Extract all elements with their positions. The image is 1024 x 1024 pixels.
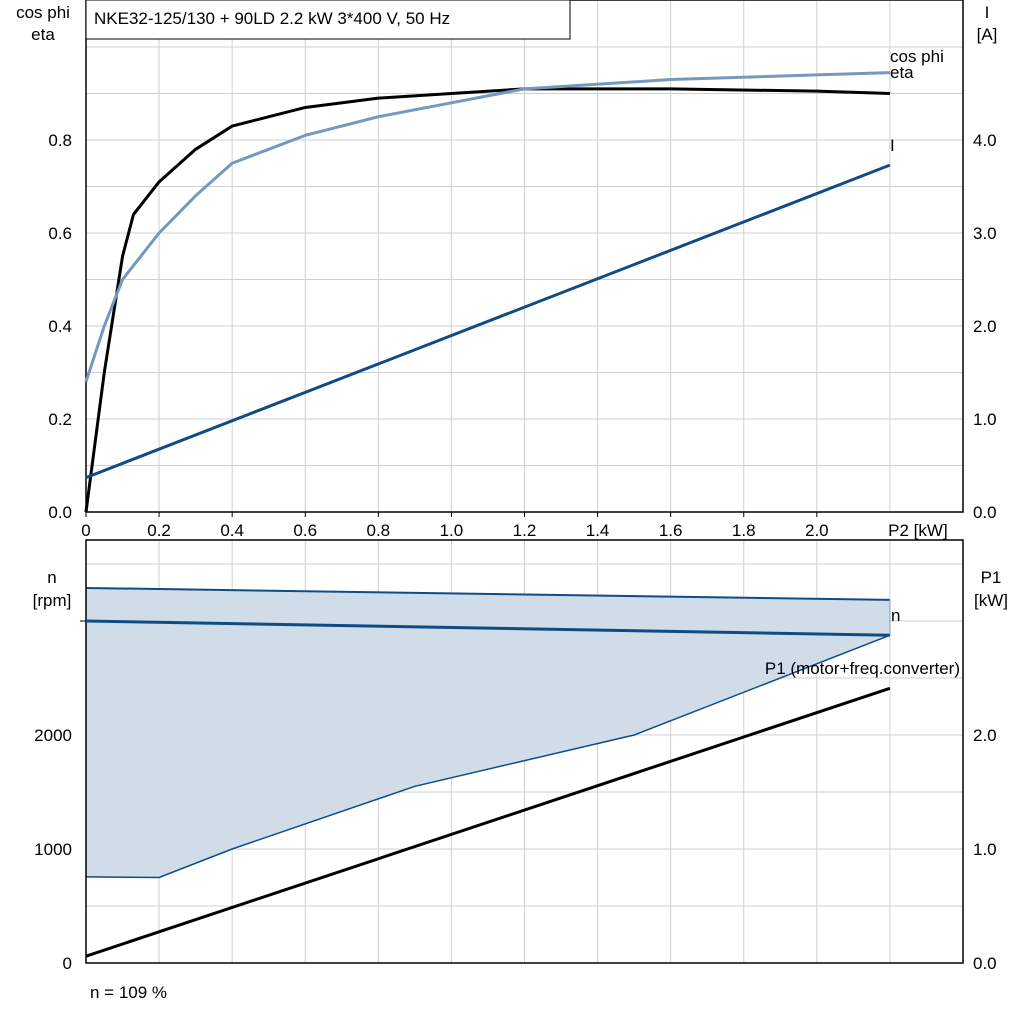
y-tick-label-right: 4.0 xyxy=(973,131,997,150)
y-tick-label-right: 0.0 xyxy=(973,954,997,973)
x-tick-label: 1.4 xyxy=(586,521,610,540)
series-line-cos-phi xyxy=(84,71,890,383)
y-axis-label-right: P1 xyxy=(981,568,1002,587)
series-line-eta xyxy=(84,87,890,513)
chart-title: NKE32-125/130 + 90LD 2.2 kW 3*400 V, 50 … xyxy=(94,9,450,28)
y-axis-label-right: [A] xyxy=(977,25,998,44)
series-line-I xyxy=(85,163,891,479)
y-axis-label-left: n xyxy=(47,568,56,587)
series-line-n xyxy=(85,619,890,637)
y-axis-label-left: [rpm] xyxy=(33,591,72,610)
series-label: eta xyxy=(890,63,914,82)
y-tick-label-left: 0 xyxy=(63,954,72,973)
y-axis-label-left: cos phi xyxy=(16,3,70,22)
x-tick-label: 0.8 xyxy=(367,521,391,540)
series-line-p1 xyxy=(85,686,891,958)
y-tick-label-left: 0.2 xyxy=(48,410,72,429)
x-tick-label: 0.2 xyxy=(147,521,171,540)
x-tick-label: 0 xyxy=(81,521,90,540)
y-axis-label-left: eta xyxy=(31,25,55,44)
title-box xyxy=(85,0,571,40)
y-tick-label-right: 0.0 xyxy=(973,503,997,522)
series-label: I xyxy=(890,136,895,155)
y-tick-label-left: 0.0 xyxy=(48,503,72,522)
series-label: n xyxy=(891,606,900,625)
y-tick-label-left: 2000 xyxy=(34,726,72,745)
y-tick-label-right: 1.0 xyxy=(973,840,997,859)
y-axis-label-right: I xyxy=(985,3,990,22)
plot-frame-bottom xyxy=(85,539,964,964)
x-tick-label: 1.6 xyxy=(659,521,683,540)
y-tick-label-right: 1.0 xyxy=(973,410,997,429)
x-axis-label: P2 [kW] xyxy=(888,521,948,540)
speed-footnote: n = 109 % xyxy=(90,983,167,1002)
x-tick-label: 1.0 xyxy=(440,521,464,540)
band-upper-line xyxy=(85,586,890,601)
y-tick-label-left: 0.4 xyxy=(48,317,72,336)
y-tick-label-left: 0.6 xyxy=(48,224,72,243)
x-tick-label: 0.4 xyxy=(220,521,244,540)
y-tick-label-right: 3.0 xyxy=(973,224,997,243)
y-tick-label-left: 0.8 xyxy=(48,131,72,150)
x-tick-label: 0.6 xyxy=(293,521,317,540)
x-tick-label: 2.0 xyxy=(805,521,829,540)
y-tick-label-right: 2.0 xyxy=(973,726,997,745)
series-label: P1 (motor+freq.converter) xyxy=(765,659,960,678)
band-lower-line xyxy=(85,634,891,879)
series-label: cos phi xyxy=(890,47,944,66)
operating-range-band xyxy=(86,587,890,878)
y-tick-label-left: 1000 xyxy=(34,840,72,859)
x-tick-label: 1.2 xyxy=(513,521,537,540)
x-tick-label: 1.8 xyxy=(732,521,756,540)
y-axis-label-right: [kW] xyxy=(974,591,1008,610)
y-tick-label-right: 2.0 xyxy=(973,317,997,336)
